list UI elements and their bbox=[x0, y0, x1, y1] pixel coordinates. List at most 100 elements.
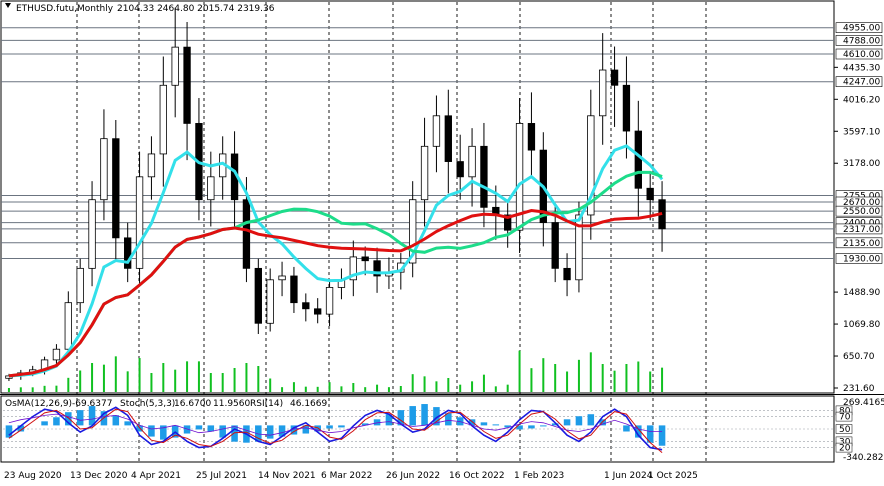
candle-body bbox=[432, 115, 441, 147]
time-tick-label: 25 Jul 2021 bbox=[196, 471, 247, 481]
volume-bar bbox=[494, 386, 497, 392]
price-tick-label: 1069.80 bbox=[843, 320, 880, 330]
stoch-main-value: 16.6700 bbox=[174, 399, 211, 409]
candle-body bbox=[361, 256, 369, 262]
price-level-box bbox=[835, 205, 883, 217]
volume-bar bbox=[197, 361, 200, 392]
candle-body bbox=[88, 199, 96, 269]
candle-body bbox=[575, 214, 583, 281]
indicator-tick-label: -340.2828 bbox=[843, 453, 884, 463]
osma-bar bbox=[409, 406, 416, 426]
osma-bar bbox=[516, 425, 523, 430]
price-tick-label: 1488.90 bbox=[843, 288, 880, 298]
candle-body bbox=[266, 279, 274, 324]
time-tick-label: 26 Jun 2022 bbox=[386, 471, 440, 481]
moving-averages bbox=[8, 144, 664, 378]
osma-bar bbox=[17, 425, 25, 432]
osma-bar bbox=[231, 425, 238, 442]
time-tick-label: 4 Apr 2021 bbox=[131, 471, 181, 481]
candle-body bbox=[373, 260, 381, 277]
candle-body bbox=[409, 199, 417, 264]
volume-bar bbox=[530, 368, 533, 392]
price-tick-label: 650.70 bbox=[843, 352, 875, 362]
volume-bar bbox=[328, 382, 331, 392]
osma-bar bbox=[433, 407, 440, 426]
candle-body bbox=[207, 176, 215, 201]
volume-bar bbox=[209, 373, 212, 392]
price-axis: 4955.00 4788.00 4610.00 4435.30 4247.00 4016.… bbox=[834, 22, 883, 394]
candle-body bbox=[302, 302, 310, 310]
osma-bar bbox=[492, 424, 500, 426]
indicator-legend: OsMA(12,26,9) -69.6377 Stoch(5,3,3) 16.6… bbox=[5, 399, 327, 409]
osma-bar bbox=[540, 425, 547, 427]
price-level-box bbox=[835, 223, 883, 235]
candle-body bbox=[599, 69, 607, 117]
rsi-value: 46.1669 bbox=[290, 399, 327, 409]
price-tick-label: 4016.20 bbox=[843, 95, 880, 105]
osma-bar bbox=[195, 425, 203, 430]
osma-bar bbox=[551, 423, 559, 426]
price-tick-label: 3597.10 bbox=[843, 127, 880, 137]
osma-bar bbox=[160, 425, 167, 440]
osma-bar bbox=[385, 414, 393, 426]
volume-bar bbox=[625, 364, 628, 392]
price-tick-label: 2317.00 bbox=[843, 225, 880, 235]
candle-body bbox=[504, 214, 512, 231]
osma-bar bbox=[528, 425, 535, 429]
volume-bar bbox=[459, 384, 462, 392]
candle-body bbox=[515, 123, 524, 231]
candle-body bbox=[444, 115, 452, 162]
candle-body bbox=[254, 267, 262, 324]
osma-bar bbox=[635, 425, 642, 438]
volume-bar bbox=[7, 388, 10, 392]
osma-bar bbox=[587, 414, 595, 426]
volume-bar bbox=[649, 371, 652, 392]
osma-bar bbox=[65, 412, 72, 426]
stoch-level-label: 20 bbox=[839, 444, 851, 454]
candle-body bbox=[290, 275, 298, 304]
time-tick-label: 14 Nov 2021 bbox=[258, 471, 316, 481]
volume-bar bbox=[352, 383, 355, 392]
symbol-label: ETHUSD.futu,Monthly bbox=[16, 4, 114, 14]
volume-bar bbox=[233, 368, 236, 392]
candle-body bbox=[183, 46, 191, 124]
volume-bar bbox=[269, 378, 272, 392]
candle-body bbox=[242, 199, 251, 269]
price-tick-label: 4247.00 bbox=[843, 78, 880, 88]
osma-bar bbox=[148, 425, 155, 437]
osma-bar bbox=[302, 425, 310, 434]
volume-bar bbox=[281, 387, 284, 392]
osma-bar bbox=[397, 410, 405, 426]
volume-bar bbox=[340, 386, 343, 392]
time-tick-label: 1 Jun 2024 bbox=[604, 471, 653, 481]
volume-bar bbox=[613, 370, 616, 392]
price-level-box bbox=[835, 22, 883, 33]
volume-bars bbox=[7, 350, 664, 392]
stoch-level-box bbox=[835, 424, 853, 434]
indicator-panel-frame bbox=[0, 395, 835, 463]
candle-body bbox=[124, 237, 132, 269]
price-tick-label: 2135.00 bbox=[843, 239, 880, 249]
osma-bar bbox=[278, 425, 286, 437]
rsi-label: RSI(14) bbox=[250, 399, 283, 409]
osma-bar bbox=[207, 425, 215, 432]
volume-bar bbox=[126, 371, 129, 392]
osma-bar bbox=[658, 425, 666, 446]
osma-bar bbox=[421, 404, 428, 426]
price-tick-label: 2755.00 bbox=[843, 192, 880, 202]
volume-bar bbox=[138, 358, 141, 392]
candle-body bbox=[159, 84, 167, 155]
osma-bar bbox=[53, 417, 60, 426]
candle-body bbox=[64, 302, 72, 350]
osma-bar bbox=[290, 425, 298, 435]
expand-triangle-icon[interactable] bbox=[5, 3, 11, 8]
osma-bar bbox=[646, 425, 654, 443]
volume-bar bbox=[257, 366, 260, 392]
candle-body bbox=[610, 69, 619, 86]
volume-bar bbox=[589, 352, 592, 392]
osma-value: -69.6377 bbox=[72, 399, 112, 409]
time-axis: 23 Aug 2020 13 Dec 2020 4 Apr 2021 25 Jul 2… bbox=[4, 471, 698, 481]
stoch-level-label: 50 bbox=[839, 425, 851, 435]
